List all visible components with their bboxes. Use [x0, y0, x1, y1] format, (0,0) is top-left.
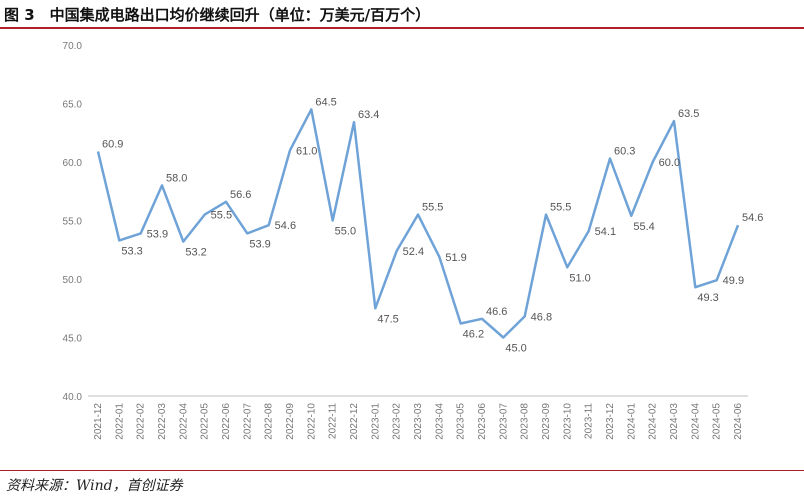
- x-tick-label: 2022-07: [242, 403, 253, 440]
- data-label: 60.0: [659, 157, 680, 169]
- x-tick-label: 2022-11: [328, 403, 339, 439]
- data-label: 51.9: [445, 252, 466, 264]
- x-tick-label: 2022-05: [200, 403, 211, 440]
- x-tick-label: 2023-08: [520, 403, 531, 440]
- x-tick-label: 2022-04: [178, 403, 189, 440]
- data-label: 55.5: [550, 202, 571, 214]
- y-tick-label: 45.0: [63, 334, 83, 345]
- data-label: 58.0: [166, 172, 187, 184]
- data-label: 46.2: [463, 328, 484, 340]
- data-label: 55.4: [633, 221, 654, 233]
- figure-title: 图 3 中国集成电路出口均价继续回升（单位：万美元/百万个）: [4, 6, 431, 24]
- data-label: 47.5: [377, 313, 398, 325]
- x-tick-label: 2023-07: [498, 403, 509, 440]
- x-tick-label: 2024-04: [690, 403, 701, 440]
- source-rule: [0, 470, 804, 471]
- x-tick-label: 2023-12: [605, 403, 616, 440]
- data-label: 54.6: [275, 220, 296, 232]
- x-tick-label: 2022-09: [285, 403, 296, 440]
- data-label: 60.9: [102, 138, 123, 150]
- data-label: 63.5: [678, 108, 699, 120]
- data-label: 53.9: [249, 238, 270, 250]
- x-tick-label: 2023-05: [456, 403, 467, 440]
- line-chart: 40.0 45.0 50.0 55.0 60.0 65.0 70.0 2021-12 2022-…: [63, 41, 764, 440]
- data-label: 52.4: [403, 246, 424, 258]
- data-label: 54.6: [742, 212, 763, 224]
- data-label: 61.0: [296, 145, 317, 157]
- x-tick-label: 2024-05: [712, 403, 723, 440]
- data-label: 64.5: [315, 96, 336, 108]
- data-label: 49.9: [723, 275, 744, 287]
- y-tick-label: 60.0: [63, 158, 83, 169]
- x-tick-label: 2024-06: [733, 403, 744, 440]
- x-tick-label: 2023-02: [392, 403, 403, 440]
- data-label: 46.8: [531, 311, 552, 323]
- data-label: 55.5: [211, 210, 232, 222]
- y-tick-label: 40.0: [63, 392, 83, 403]
- x-tick-label: 2022-12: [349, 403, 360, 440]
- series-line: [96, 108, 740, 339]
- x-tick-label: 2023-04: [434, 403, 445, 440]
- x-tick-label: 2021-12: [93, 403, 104, 440]
- x-tick-label: 2022-01: [114, 403, 125, 440]
- source-note: 资料来源：Wind，首创证券: [6, 478, 183, 494]
- data-label: 63.4: [358, 109, 379, 121]
- x-tick-label: 2022-02: [136, 403, 147, 440]
- x-tick-label: 2022-06: [221, 403, 232, 440]
- x-tick-label: 2023-06: [477, 403, 488, 440]
- data-label: 51.0: [569, 272, 590, 284]
- x-tick-label: 2023-03: [413, 403, 424, 440]
- data-label: 53.3: [121, 245, 142, 257]
- y-tick-label: 50.0: [63, 275, 83, 286]
- data-label: 55.0: [335, 226, 356, 238]
- data-label: 55.5: [422, 202, 443, 214]
- figure-header: 图 3 中国集成电路出口均价继续回升（单位：万美元/百万个）: [0, 0, 804, 30]
- data-label: 60.3: [614, 145, 635, 157]
- data-label: 54.1: [595, 226, 616, 238]
- x-tick-label: 2022-03: [157, 403, 168, 440]
- y-tick-label: 55.0: [63, 217, 83, 228]
- data-label: 46.6: [486, 306, 507, 318]
- y-tick-label: 65.0: [63, 100, 83, 111]
- data-label: 53.2: [185, 247, 206, 259]
- data-label: 53.9: [147, 228, 168, 240]
- x-tick-label: 2023-10: [562, 403, 573, 440]
- x-tick-label: 2022-10: [306, 403, 317, 440]
- x-tick-label: 2024-01: [626, 403, 637, 440]
- x-tick-label: 2023-11: [584, 403, 595, 439]
- data-label: 45.0: [505, 343, 526, 355]
- x-tick-label: 2023-01: [370, 403, 381, 440]
- x-tick-label: 2024-03: [669, 403, 680, 440]
- x-tick-label: 2022-08: [264, 403, 275, 440]
- data-label: 56.6: [230, 189, 251, 201]
- y-tick-label: 70.0: [63, 41, 83, 52]
- title-rule: [0, 27, 804, 29]
- x-tick-label: 2024-02: [648, 403, 659, 440]
- data-label: 49.3: [697, 292, 718, 304]
- x-tick-label: 2023-09: [541, 403, 552, 440]
